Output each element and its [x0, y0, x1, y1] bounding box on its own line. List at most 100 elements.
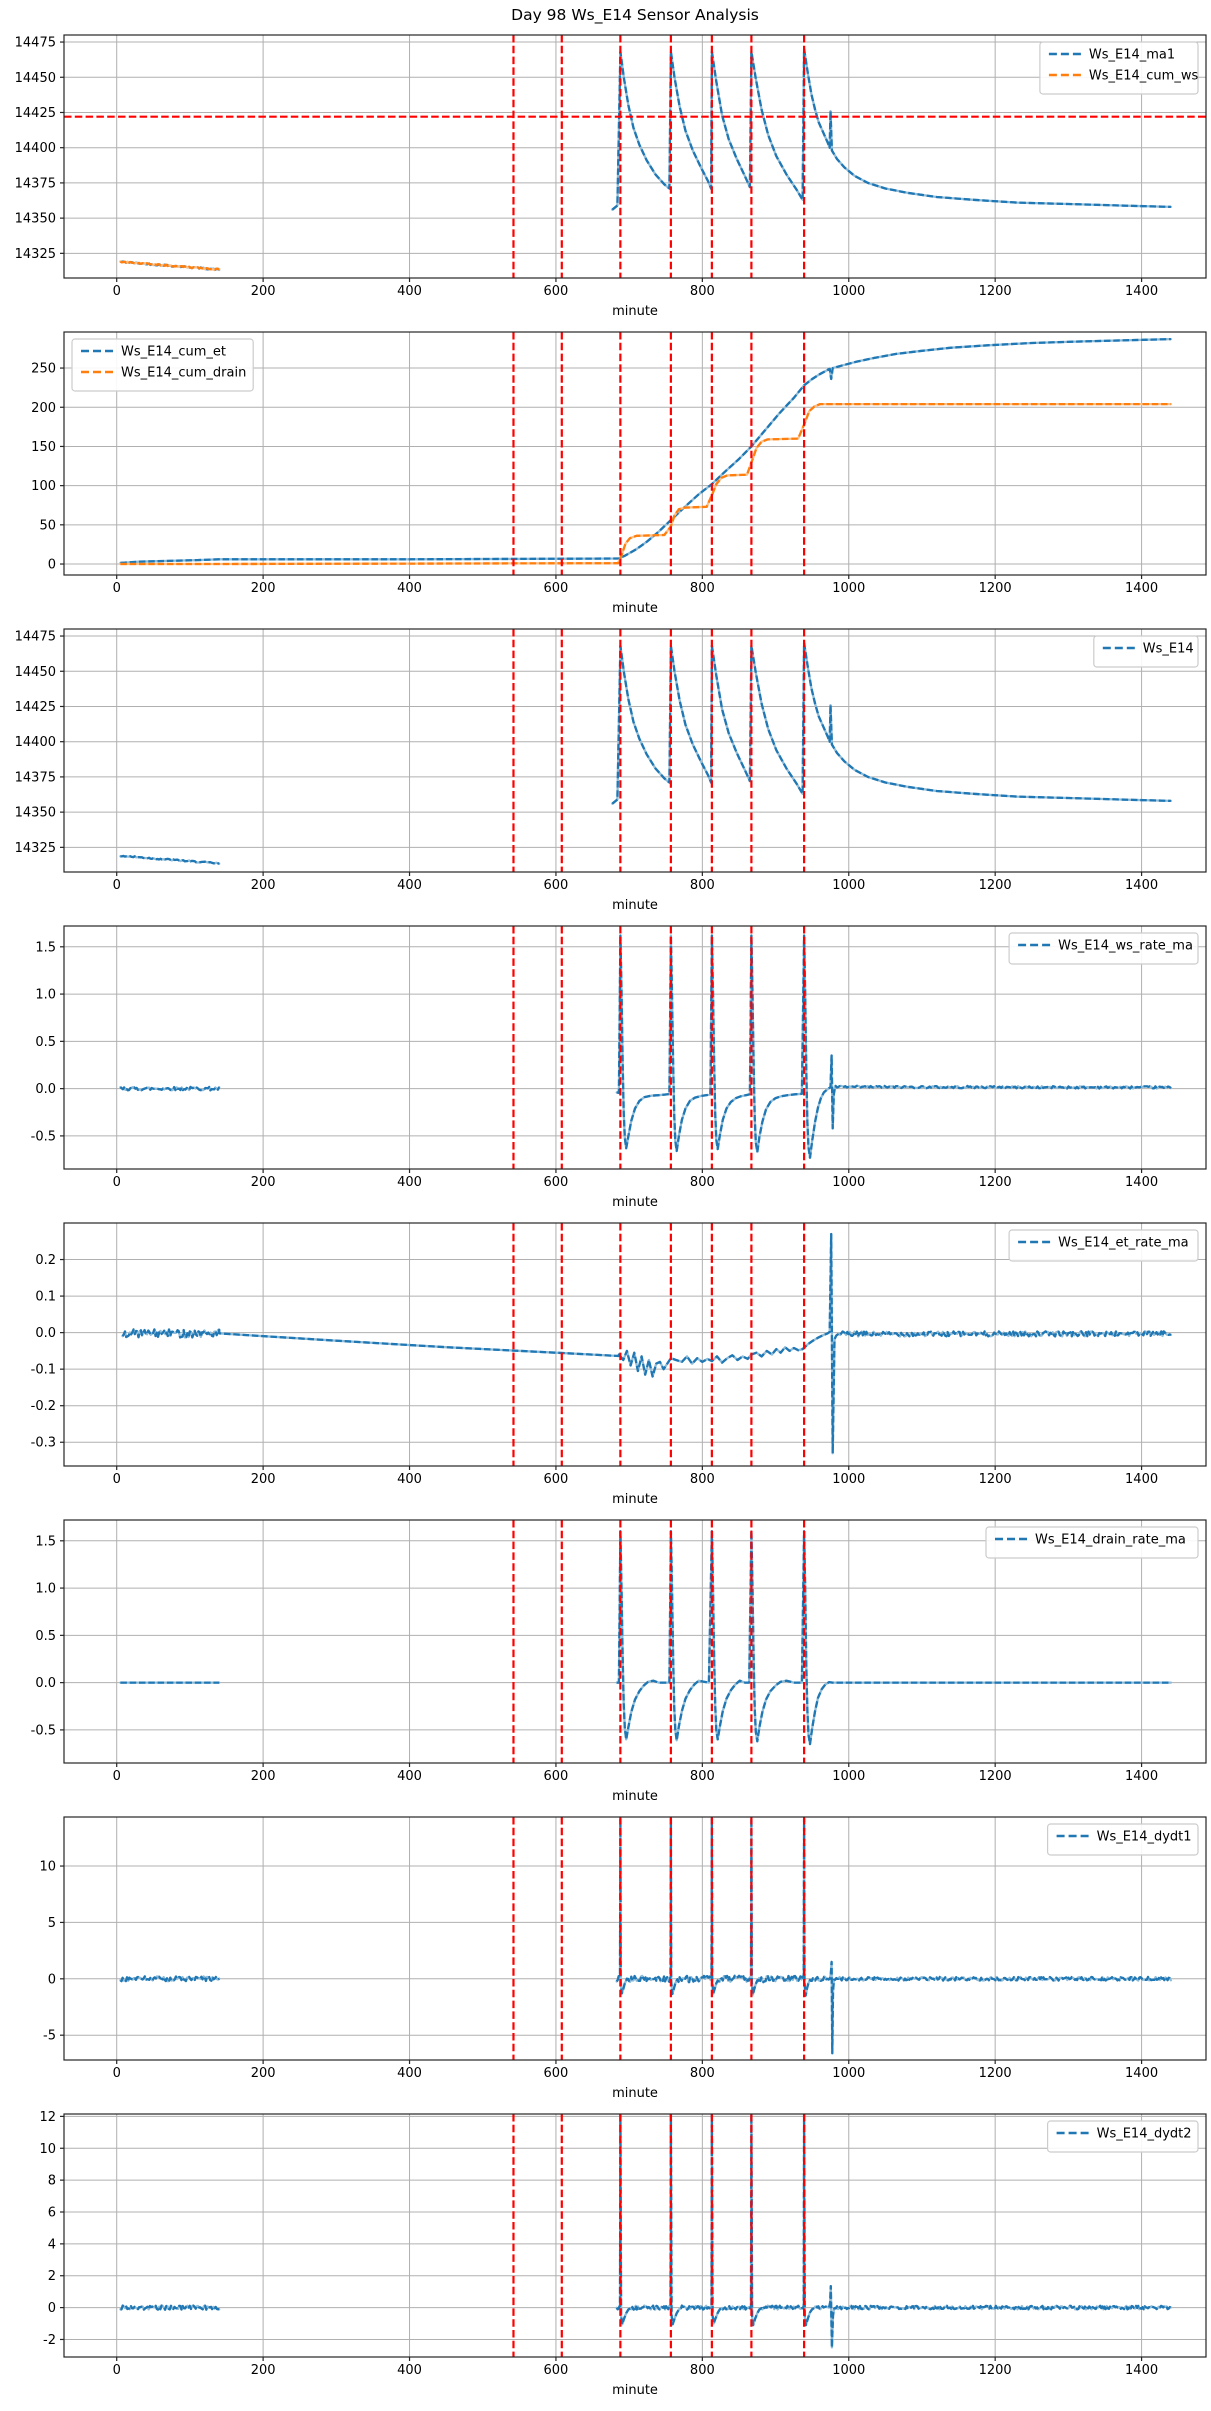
series-Ws_E14_ws_rate_ma [616, 934, 1172, 1159]
x-tick-label: 200 [251, 284, 276, 299]
y-tick-label: -0.3 [31, 1436, 56, 1451]
y-tick-label: 0.2 [35, 1253, 56, 1268]
series-Ws_E14_cum_ws [119, 260, 220, 271]
ticks-ma1_cum_ws: 0 200 400 600 800 1000 1200 1400 14325 14350 14375… [15, 36, 1158, 299]
legend-cum_et_cum_drain: Ws_E14_cum_et Ws_E14_cum_drain [71, 338, 254, 392]
x-axis-label: minute [612, 601, 658, 616]
y-tick-label: 1.0 [35, 1582, 56, 1597]
subplot-et_rate_ma: 0 200 400 600 800 1000 1200 1400 -0.3 -0.2 -0.1 0.0… [31, 1222, 1207, 1507]
x-tick-label: 1000 [832, 1175, 865, 1190]
y-tick-label: 50 [39, 518, 56, 533]
x-tick-label: 1200 [979, 1175, 1012, 1190]
x-tick-label: 200 [251, 1472, 276, 1487]
ticks-et_rate_ma: 0 200 400 600 800 1000 1200 1400 -0.3 -0.2 -0.1 0.0… [31, 1253, 1159, 1487]
x-tick-label: 800 [690, 1175, 715, 1190]
y-tick-label: 0.0 [35, 1326, 56, 1341]
x-axis-label: minute [612, 1789, 658, 1804]
legend-drain_rate_ma: Ws_E14_drain_rate_ma [985, 1526, 1199, 1559]
series-Ws_E14_drain_rate_ma-base [615, 1530, 1173, 1746]
series-Ws_E14_ws_rate_ma [119, 1085, 221, 1092]
x-tick-label: 400 [397, 2363, 422, 2378]
y-tick-label: 0.5 [35, 1035, 56, 1050]
y-tick-label: 14450 [15, 71, 56, 86]
x-tick-label: 0 [113, 581, 121, 596]
y-tick-label: 14425 [15, 106, 56, 121]
x-tick-label: 800 [690, 284, 715, 299]
y-tick-label: 1.5 [35, 1534, 56, 1549]
series-Ws_E14_cum_drain-base [119, 402, 1173, 566]
series-Ws_E14_drain_rate_ma [616, 1530, 1171, 1746]
y-tick-label: 14450 [15, 665, 56, 680]
subplot-dydt1: 0 200 400 600 800 1000 1200 1400 -5 0 5 10 minute Ws_… [39, 1816, 1207, 2101]
x-tick-label: 1000 [832, 1472, 865, 1487]
series-Ws_E14_cum_ws-base [119, 260, 221, 271]
x-tick-label: 1000 [832, 2066, 865, 2081]
figure-title: Day 98 Ws_E14 Sensor Analysis [511, 6, 759, 24]
legend-label: Ws_E14_cum_et [121, 345, 226, 360]
y-tick-label: 100 [31, 479, 56, 494]
x-tick-label: 200 [251, 1769, 276, 1784]
y-tick-label: 4 [48, 2237, 56, 2252]
x-tick-label: 0 [113, 2066, 121, 2081]
x-tick-label: 800 [690, 878, 715, 893]
series-Ws_E14 [120, 854, 220, 865]
x-tick-label: 1200 [979, 1472, 1012, 1487]
y-tick-label: 14475 [15, 36, 56, 51]
x-tick-label: 1400 [1125, 1472, 1158, 1487]
legend-dydt2: Ws_E14_dydt2 [1046, 2120, 1199, 2153]
y-tick-label: 14375 [15, 176, 56, 191]
legend-label: Ws_E14_dydt1 [1097, 1830, 1192, 1845]
x-axis-label: minute [612, 898, 658, 913]
legend-label: Ws_E14_drain_rate_ma [1035, 1533, 1186, 1548]
x-tick-label: 1200 [979, 581, 1012, 596]
subplot-ws_rate_ma: 0 200 400 600 800 1000 1200 1400 -0.5 0.0 0.5 1.0 1.… [31, 925, 1207, 1210]
subplot-drain_rate_ma: 0 200 400 600 800 1000 1200 1400 -0.5 0.0 0.5 1.0 1.… [31, 1519, 1207, 1804]
series-Ws_E14_dydt2 [120, 2304, 220, 2311]
x-tick-label: 1400 [1125, 1769, 1158, 1784]
axes-box [63, 1519, 1207, 1764]
y-tick-label: 14350 [15, 806, 56, 821]
axes-box [63, 628, 1207, 873]
y-tick-label: 10 [39, 1860, 56, 1875]
x-tick-label: 0 [113, 878, 121, 893]
x-tick-label: 1000 [832, 1769, 865, 1784]
y-tick-label: 0 [48, 2301, 56, 2316]
x-tick-label: 1400 [1125, 2066, 1158, 2081]
x-tick-label: 1200 [979, 1769, 1012, 1784]
y-tick-label: 1.5 [35, 940, 56, 955]
y-tick-label: -0.5 [31, 1723, 56, 1738]
y-tick-label: 5 [48, 1916, 56, 1931]
x-tick-label: 800 [690, 1472, 715, 1487]
x-tick-label: 1400 [1125, 878, 1158, 893]
legend-label: Ws_E14_dydt2 [1097, 2127, 1192, 2142]
series-Ws_E14 [611, 641, 1171, 805]
x-tick-label: 0 [113, 1769, 121, 1784]
axes-box [63, 2113, 1207, 2358]
x-tick-label: 200 [251, 581, 276, 596]
y-tick-label: 0.0 [35, 1676, 56, 1691]
y-tick-label: 14425 [15, 700, 56, 715]
subplot-ws_e14: 0 200 400 600 800 1000 1200 1400 14325 14350 14375… [15, 628, 1207, 913]
x-tick-label: 200 [251, 878, 276, 893]
y-tick-label: 150 [31, 440, 56, 455]
x-tick-label: 600 [544, 284, 569, 299]
series-Ws_E14_cum_et [120, 337, 1171, 565]
series-Ws_E14_cum_drain [120, 402, 1171, 566]
y-tick-label: 0.5 [35, 1629, 56, 1644]
y-tick-label: 0.1 [35, 1290, 56, 1305]
x-tick-label: 400 [397, 284, 422, 299]
x-tick-label: 1200 [979, 284, 1012, 299]
x-tick-label: 400 [397, 2066, 422, 2081]
series-Ws_E14-base [611, 641, 1173, 805]
x-axis-label: minute [612, 2383, 658, 2398]
legend-label: Ws_E14_cum_drain [121, 366, 246, 381]
y-tick-label: 10 [39, 2142, 56, 2157]
axes-box [63, 1222, 1207, 1467]
x-tick-label: 1200 [979, 2363, 1012, 2378]
x-tick-label: 400 [397, 1175, 422, 1190]
x-tick-label: 200 [251, 1175, 276, 1190]
x-tick-label: 200 [251, 2363, 276, 2378]
grid-dydt2 [64, 2114, 1206, 2357]
